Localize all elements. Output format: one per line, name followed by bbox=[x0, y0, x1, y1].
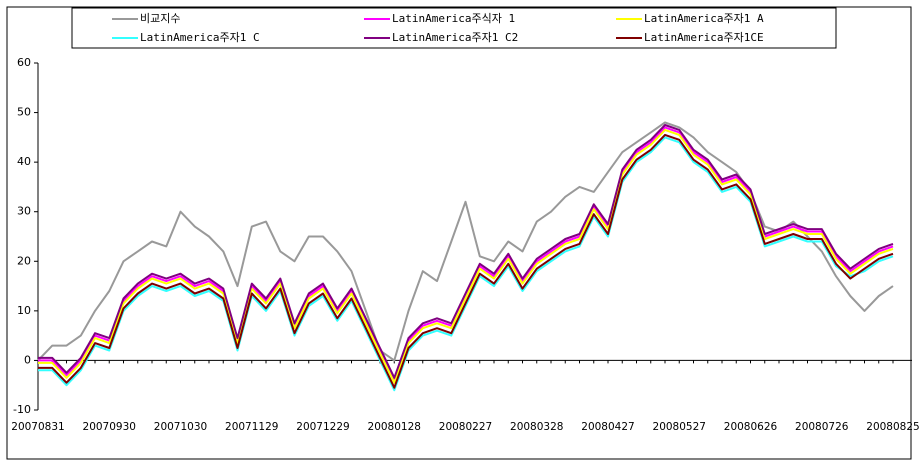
x-tick-label: 20080427 bbox=[581, 421, 634, 433]
y-tick-label: 40 bbox=[17, 155, 31, 168]
legend-label: LatinAmerica주자1 C bbox=[140, 31, 260, 44]
x-tick-label: 20080626 bbox=[724, 421, 778, 433]
x-tick-label: 20071129 bbox=[225, 421, 278, 433]
y-tick-label: 50 bbox=[17, 106, 31, 119]
y-tick-label: 10 bbox=[17, 304, 31, 317]
series-line bbox=[38, 128, 894, 384]
series-line bbox=[38, 124, 894, 379]
legend-box bbox=[71, 7, 837, 49]
legend-label: LatinAmerica주자1CE bbox=[644, 31, 764, 44]
x-tick-label: 20071229 bbox=[296, 421, 349, 433]
x-tick-label: 20080128 bbox=[368, 421, 421, 433]
legend-label: LatinAmerica주식자 1 bbox=[392, 12, 515, 25]
x-tick-label: 20080527 bbox=[653, 421, 706, 433]
legend-label: 비교지수 bbox=[140, 12, 180, 25]
x-tick-label: 20080825 bbox=[866, 421, 919, 433]
legend-label: LatinAmerica주자1 A bbox=[644, 12, 764, 25]
x-tick-label: 20070831 bbox=[11, 421, 64, 433]
y-tick-label: 0 bbox=[24, 353, 31, 366]
y-tick-label: 60 bbox=[17, 56, 31, 69]
x-tick-label: 20080227 bbox=[439, 421, 492, 433]
x-tick-label: 20080726 bbox=[795, 421, 849, 433]
x-tick-label: 20080328 bbox=[510, 421, 563, 433]
y-tick-label: 20 bbox=[17, 254, 31, 267]
x-tick-label: 20070930 bbox=[83, 421, 136, 433]
x-tick-label: 20071030 bbox=[154, 421, 207, 433]
series-line bbox=[38, 133, 894, 389]
y-tick-label: 30 bbox=[17, 205, 31, 218]
legend-label: LatinAmerica주자1 C2 bbox=[392, 31, 518, 44]
y-tick-label: -10 bbox=[13, 403, 31, 416]
